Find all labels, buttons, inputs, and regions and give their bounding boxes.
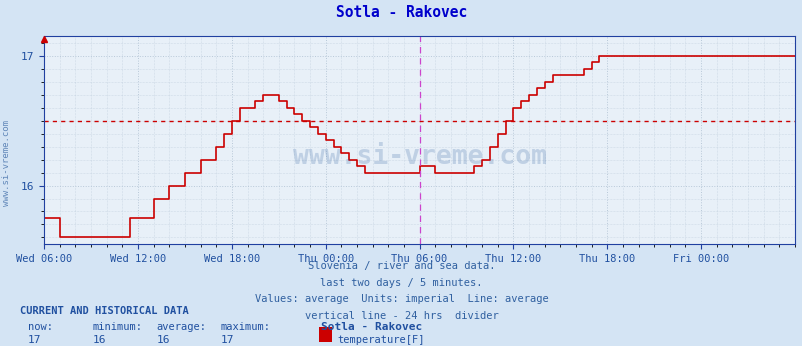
Text: now:: now: bbox=[28, 322, 53, 333]
Text: CURRENT AND HISTORICAL DATA: CURRENT AND HISTORICAL DATA bbox=[20, 306, 188, 316]
Text: www.si-vreme.com: www.si-vreme.com bbox=[292, 144, 546, 170]
Text: Sotla - Rakovec: Sotla - Rakovec bbox=[321, 322, 422, 333]
Text: temperature[F]: temperature[F] bbox=[337, 335, 424, 345]
Text: 16: 16 bbox=[92, 335, 106, 345]
Text: minimum:: minimum: bbox=[92, 322, 142, 333]
Text: 16: 16 bbox=[156, 335, 170, 345]
Text: 17: 17 bbox=[28, 335, 42, 345]
Text: average:: average: bbox=[156, 322, 206, 333]
Text: maximum:: maximum: bbox=[221, 322, 270, 333]
Text: www.si-vreme.com: www.si-vreme.com bbox=[2, 120, 11, 206]
Text: Values: average  Units: imperial  Line: average: Values: average Units: imperial Line: av… bbox=[254, 294, 548, 304]
Text: Sotla - Rakovec: Sotla - Rakovec bbox=[335, 5, 467, 20]
Text: Slovenia / river and sea data.: Slovenia / river and sea data. bbox=[307, 261, 495, 271]
Text: vertical line - 24 hrs  divider: vertical line - 24 hrs divider bbox=[304, 311, 498, 321]
Text: last two days / 5 minutes.: last two days / 5 minutes. bbox=[320, 278, 482, 288]
Text: 17: 17 bbox=[221, 335, 234, 345]
